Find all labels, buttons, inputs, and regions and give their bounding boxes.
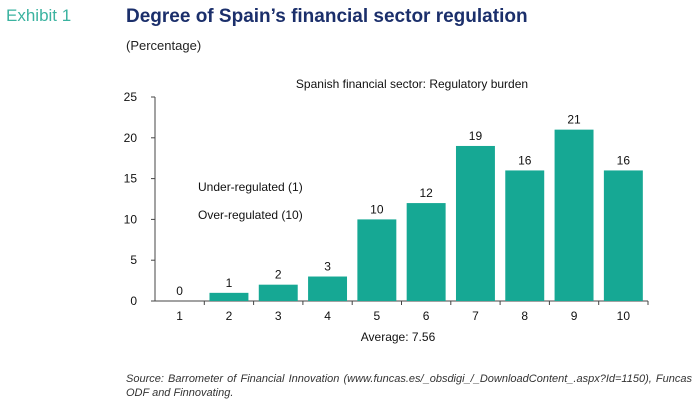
bar-3 — [258, 284, 298, 301]
x-axis-ticks: 1 2 3 4 5 6 7 8 9 10 — [176, 301, 649, 323]
bar-7 — [455, 145, 495, 301]
annotation-over-regulated: Over-regulated (10) — [198, 208, 303, 222]
x-tick-label: 5 — [374, 309, 381, 323]
x-tick-label: 9 — [571, 309, 578, 323]
bar-2 — [209, 292, 249, 301]
y-axis-ticks: 0 5 10 15 20 25 — [124, 90, 155, 308]
bar-4 — [308, 276, 348, 301]
data-label-10: 16 — [617, 153, 631, 167]
x-tick-label: 10 — [617, 309, 631, 323]
chart-subtitle: (Percentage) — [126, 38, 202, 53]
average-label: Average: 7.56 — [361, 330, 436, 344]
y-tick-label: 25 — [124, 90, 138, 104]
bar-6 — [406, 203, 446, 301]
data-label-7: 19 — [469, 129, 483, 143]
y-tick-label: 10 — [124, 212, 138, 226]
data-label-8: 16 — [518, 153, 532, 167]
data-label-6: 12 — [419, 186, 433, 200]
data-label-1: 0 — [176, 284, 183, 298]
exhibit-label: Exhibit 1 — [6, 6, 72, 25]
x-tick-label: 1 — [176, 309, 183, 323]
x-tick-label: 3 — [275, 309, 282, 323]
bar-chart: Spanish financial sector: Regulatory bur… — [124, 77, 649, 344]
y-tick-label: 0 — [130, 294, 137, 308]
bar-9 — [554, 129, 594, 301]
x-tick-label: 8 — [521, 309, 528, 323]
annotation-under-regulated: Under-regulated (1) — [198, 180, 303, 194]
y-tick-label: 15 — [124, 172, 138, 186]
bar-5 — [357, 219, 397, 301]
data-label-9: 21 — [567, 113, 581, 127]
data-label-4: 3 — [324, 260, 331, 274]
x-tick-label: 6 — [423, 309, 430, 323]
chart-title: Degree of Spain’s financial sector regul… — [126, 6, 528, 27]
x-tick-label: 2 — [226, 309, 233, 323]
plot-title: Spanish financial sector: Regulatory bur… — [296, 77, 528, 91]
y-tick-label: 20 — [124, 131, 138, 145]
bar-8 — [505, 170, 545, 301]
source-note: Source: Barrometer of Financial Innovati… — [126, 373, 692, 399]
bars — [209, 129, 643, 301]
data-label-3: 2 — [275, 268, 282, 282]
x-tick-label: 4 — [324, 309, 331, 323]
bar-10 — [603, 170, 643, 301]
data-label-5: 10 — [370, 202, 384, 216]
data-label-2: 1 — [226, 276, 233, 290]
x-tick-label: 7 — [472, 309, 479, 323]
y-tick-label: 5 — [130, 253, 137, 267]
